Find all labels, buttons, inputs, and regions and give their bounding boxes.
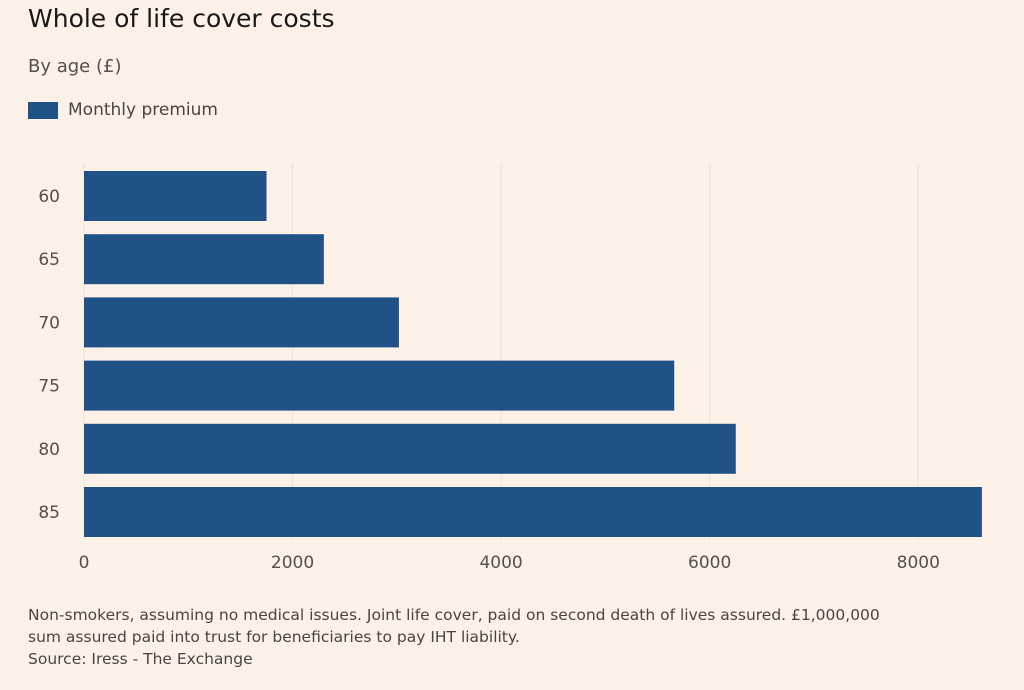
footnote: Non-smokers, assuming no medical issues.… <box>28 604 1008 670</box>
legend: Monthly premium <box>28 100 218 120</box>
chart-title: Whole of life cover costs <box>28 4 335 33</box>
bar-age-75 <box>84 360 675 411</box>
x-axis-labels: 0 2000 4000 6000 8000 <box>79 553 940 573</box>
bar-age-60 <box>84 171 267 221</box>
y-category-label: 70 <box>38 313 60 333</box>
gridlines <box>83 163 919 540</box>
x-tick-label: 8000 <box>897 553 940 573</box>
bar-age-85 <box>84 487 982 537</box>
bar-age-70 <box>84 297 399 348</box>
y-category-label: 80 <box>38 440 60 460</box>
bar-age-80 <box>84 423 736 474</box>
legend-swatch <box>28 101 58 119</box>
source-note: Source: Iress - The Exchange <box>28 650 253 668</box>
y-category-label: 60 <box>38 187 60 207</box>
x-tick-label: 4000 <box>479 553 522 573</box>
bar-chart: 60 65 70 75 80 85 0 2000 4000 6000 8000 <box>38 163 982 573</box>
bar-age-65 <box>84 234 324 285</box>
y-axis-labels: 60 65 70 75 80 85 <box>38 187 60 523</box>
legend-label: Monthly premium <box>68 100 218 120</box>
y-category-label: 65 <box>38 250 60 270</box>
footnote-line-2: sum assured paid into trust for benefici… <box>28 628 520 646</box>
chart-subtitle: By age (£) <box>28 56 122 77</box>
x-tick-label: 6000 <box>688 553 731 573</box>
footnote-line-1: Non-smokers, assuming no medical issues.… <box>28 606 880 624</box>
y-category-label: 85 <box>38 503 60 523</box>
y-category-label: 75 <box>38 377 60 397</box>
x-tick-label: 2000 <box>271 553 314 573</box>
bars <box>84 171 982 537</box>
x-tick-label: 0 <box>79 553 90 573</box>
